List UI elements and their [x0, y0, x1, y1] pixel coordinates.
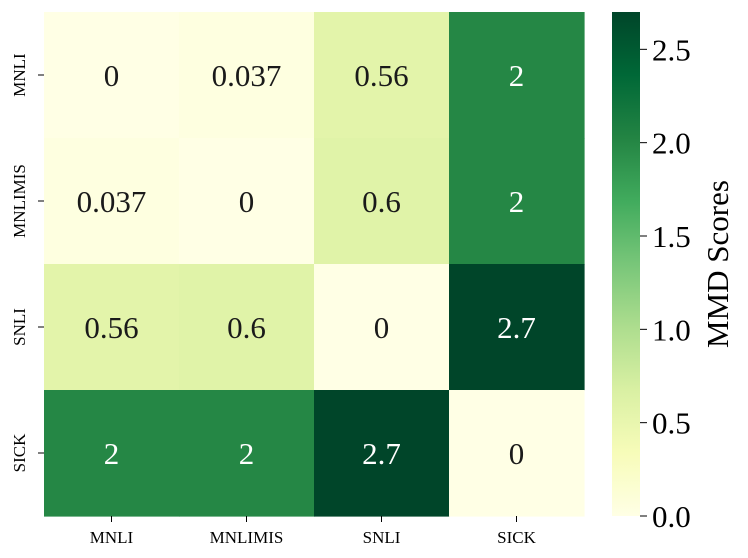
heatmap-cell [449, 12, 585, 139]
heatmap-cell [179, 390, 315, 517]
heatmap-cell [314, 138, 450, 265]
y-tick-label: MNLIMIS [10, 164, 29, 238]
heatmap-cell [179, 138, 315, 265]
x-tick-label: SNLI [363, 528, 401, 547]
heatmap-cell [314, 12, 450, 139]
cell-labels: 0 0.037 0.56 2 0.037 0 0.6 2 0.56 0.6 0 2.7 2 2 2.7 0 [77, 58, 536, 471]
colorbar-tick-label: 0.0 [652, 499, 691, 534]
cell-value-label: 2.7 [497, 310, 536, 345]
heatmap-cell [314, 264, 450, 391]
cell-value-label: 2.7 [362, 436, 401, 471]
heatmap-cell [449, 138, 585, 265]
cell-value-label: 0.037 [77, 184, 147, 219]
x-tick-label: SICK [497, 528, 536, 547]
x-axis-ticks: MNLI MNLIMIS SNLI SICK [90, 516, 537, 547]
cell-value-label: 0.56 [84, 310, 138, 345]
cell-value-label: 2 [509, 58, 525, 93]
cell-value-label: 0.6 [227, 310, 266, 345]
heatmap-cell [44, 264, 180, 391]
cell-value-label: 0.6 [362, 184, 401, 219]
heatmap-cell [449, 390, 585, 517]
y-tick-label: MNLI [10, 53, 29, 97]
colorbar-tick-label: 2.5 [652, 32, 691, 67]
heatmap-cell [449, 264, 585, 391]
cell-value-label: 2 [509, 184, 525, 219]
heatmap-cell [44, 390, 180, 517]
cell-value-label: 0 [374, 310, 390, 345]
colorbar: 0.0 0.5 1.0 1.5 2.0 2.5 [612, 12, 691, 534]
y-tick-label: SICK [10, 433, 29, 472]
heatmap-cells [44, 12, 585, 517]
cell-value-label: 2 [104, 436, 120, 471]
heatmap-cell [44, 138, 180, 265]
cell-value-label: 2 [239, 436, 255, 471]
cell-value-label: 0 [509, 436, 525, 471]
heatmap-cell [44, 12, 180, 139]
x-tick-label: MNLIMIS [210, 528, 284, 547]
x-tick-label: MNLI [90, 528, 134, 547]
colorbar-tick-label: 0.5 [652, 406, 691, 441]
colorbar-label: MMD Scores [700, 180, 735, 348]
heatmap-cell [179, 12, 315, 139]
y-tick-label: SNLI [10, 308, 29, 346]
cell-value-label: 0 [104, 58, 120, 93]
cell-value-label: 0 [239, 184, 255, 219]
y-axis-ticks: MNLI MNLIMIS SNLI SICK [10, 53, 44, 472]
colorbar-tick-label: 1.5 [652, 219, 691, 254]
cell-value-label: 0.56 [354, 58, 408, 93]
colorbar-gradient [612, 12, 640, 516]
colorbar-tick-label: 1.0 [652, 312, 691, 347]
colorbar-tick-label: 2.0 [652, 126, 691, 161]
cell-value-label: 0.037 [212, 58, 282, 93]
heatmap-cell [179, 264, 315, 391]
heatmap-cell [314, 390, 450, 517]
